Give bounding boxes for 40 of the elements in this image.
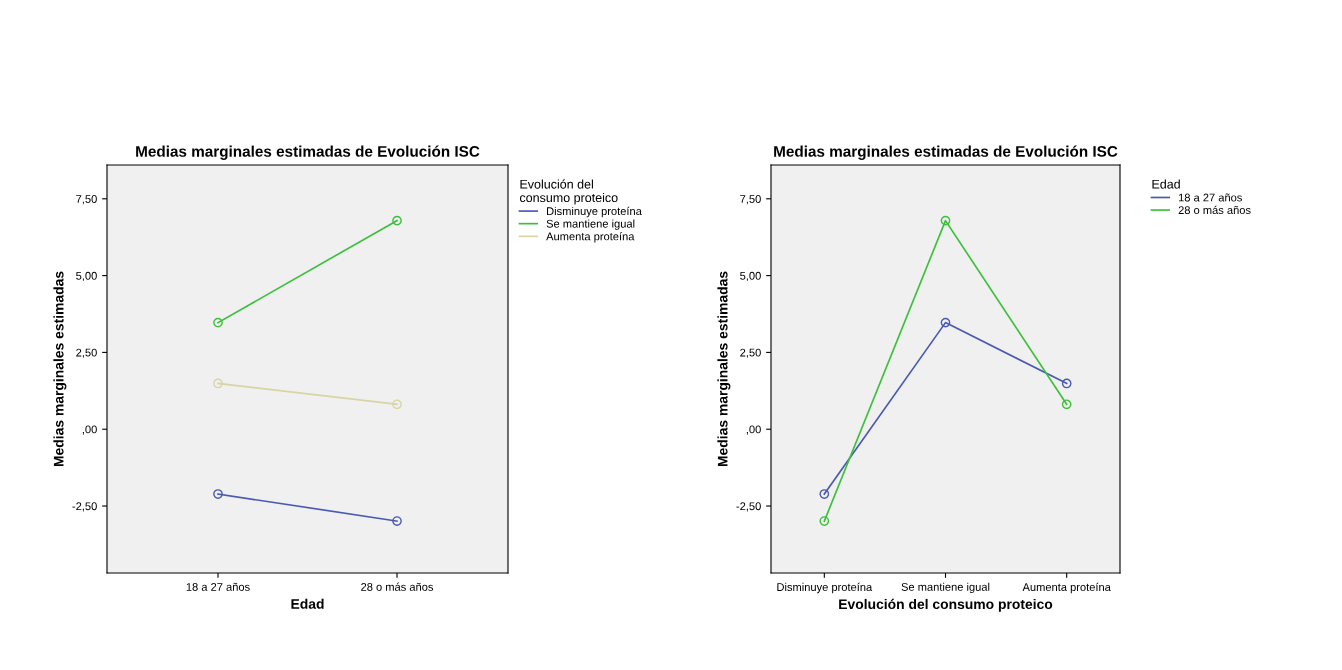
y-tick-label: 7,50 (740, 195, 761, 205)
x-tick-label: 28 o más años (361, 582, 434, 591)
x-tick-label: Disminuye proteína (777, 582, 873, 594)
chart-title: Medias marginales estimadas de Evolución ISC (136, 145, 480, 160)
x-axis-title: Evolución del consumo proteico (839, 598, 1053, 612)
point (213, 378, 223, 389)
y-tick-label: -2,50 (736, 502, 761, 512)
point (392, 516, 402, 526)
legend-label: Disminuye proteína (547, 206, 642, 218)
point (392, 215, 402, 226)
point (940, 317, 951, 328)
point (213, 317, 223, 328)
legend-label: Se mantiene igual (546, 219, 635, 230)
y-tick-label: 7,50 (76, 195, 97, 205)
point (819, 516, 830, 526)
y-axis-title: Medias marginales estimadas (53, 271, 67, 467)
y-tick-label: ,00 (746, 425, 761, 435)
x-tick-label: 18 a 27 años (186, 582, 250, 591)
y-tick-label: 2,50 (740, 348, 761, 358)
point (940, 215, 951, 226)
legend-label: 18 a 27 años (1178, 193, 1242, 202)
y-tick-label: -2,50 (72, 502, 97, 512)
y-axis-title: Medias marginales estimadas (717, 271, 731, 467)
y-tick-label: 2,50 (76, 348, 97, 358)
legend-label: 28 o más años (1178, 205, 1251, 215)
x-axis-title: Edad (291, 598, 324, 609)
point (213, 489, 223, 499)
x-tick-label: Aumenta proteína (1022, 582, 1111, 594)
point (1061, 378, 1072, 389)
legend-label: Aumenta proteína (546, 232, 635, 243)
x-tick-label: Se mantiene igual (901, 582, 990, 594)
y-tick-label: 5,00 (740, 271, 761, 282)
legend-title: Edad (1152, 179, 1180, 189)
point (1061, 399, 1072, 410)
y-tick-label: ,00 (82, 425, 97, 435)
point (392, 399, 402, 410)
point (819, 489, 830, 499)
y-tick-label: 5,00 (76, 271, 97, 282)
chart-title: Medias marginales estimadas de Evolución ISC (774, 145, 1118, 160)
legend-title: Evolución del consumo proteico (519, 179, 618, 205)
